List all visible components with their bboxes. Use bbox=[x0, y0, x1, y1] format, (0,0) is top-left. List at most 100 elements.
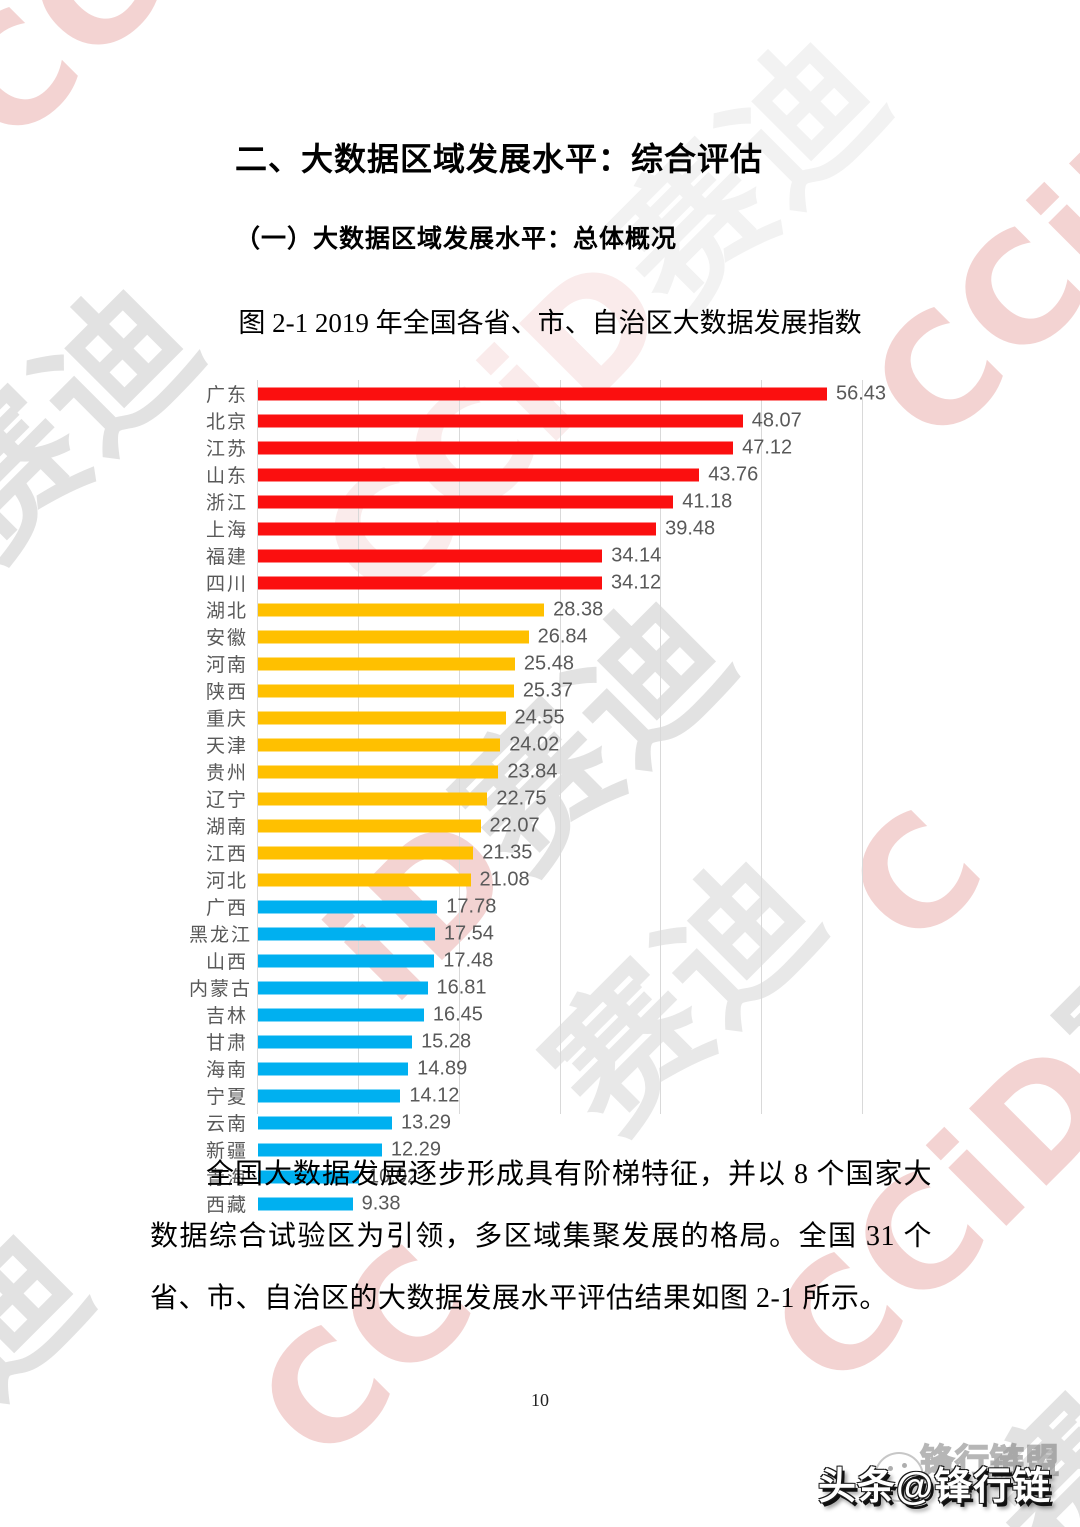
bar-track: 43.76 bbox=[257, 461, 862, 488]
bar bbox=[258, 1089, 401, 1102]
value-label: 47.12 bbox=[742, 436, 793, 458]
bar-track: 17.78 bbox=[257, 893, 862, 920]
bar bbox=[258, 387, 827, 400]
category-label: 辽宁 bbox=[205, 790, 248, 811]
bar-track: 34.14 bbox=[257, 542, 862, 569]
chart-row: 山东 43.76 bbox=[189, 461, 949, 488]
category-label: 浙江 bbox=[205, 493, 248, 514]
category-label: 天津 bbox=[205, 736, 248, 757]
category-label: 甘肃 bbox=[205, 1033, 248, 1054]
bar bbox=[258, 603, 545, 616]
value-label: 9.38 bbox=[361, 1192, 401, 1214]
chart-row: 辽宁 22.75 bbox=[189, 785, 949, 812]
chart-row: 广西 17.78 bbox=[189, 893, 949, 920]
bar-track: 22.75 bbox=[257, 785, 862, 812]
footer-account: 锋行链盟 bbox=[934, 1466, 1052, 1508]
chart-row: 青海 10.02 bbox=[189, 1163, 949, 1190]
footer-ghost-text: 锋行链盟 bbox=[919, 1442, 1060, 1482]
category-label: 广西 bbox=[205, 898, 248, 919]
chart-row: 甘肃 15.28 bbox=[189, 1028, 949, 1055]
category-label: 陕西 bbox=[205, 682, 248, 703]
chart-row: 新疆 12.29 bbox=[189, 1136, 949, 1163]
value-label: 23.84 bbox=[507, 760, 558, 782]
bar bbox=[258, 522, 657, 535]
bar-track: 47.12 bbox=[257, 434, 862, 461]
page-title: 二、大数据区域发展水平：综合评估 bbox=[235, 141, 764, 177]
chart-row: 湖南 22.07 bbox=[189, 812, 949, 839]
value-label: 21.35 bbox=[482, 841, 533, 863]
bar-track: 23.84 bbox=[257, 758, 862, 785]
value-label: 14.12 bbox=[409, 1084, 460, 1106]
category-label: 内蒙古 bbox=[189, 979, 253, 1000]
value-label: 22.07 bbox=[489, 814, 540, 836]
chart-row: 吉林 16.45 bbox=[189, 1001, 949, 1028]
value-label: 48.07 bbox=[751, 409, 802, 431]
category-label: 海南 bbox=[205, 1060, 248, 1081]
bar bbox=[258, 900, 438, 913]
bar bbox=[258, 468, 700, 481]
bar-track: 15.28 bbox=[257, 1028, 862, 1055]
category-label: 安徽 bbox=[205, 628, 248, 649]
chart-row: 西藏 9.38 bbox=[189, 1190, 949, 1217]
category-label: 云南 bbox=[205, 1114, 248, 1135]
bar bbox=[258, 981, 428, 994]
bar bbox=[258, 738, 501, 751]
footer-watermark: 锋行链盟 头条@锋行链盟 bbox=[818, 1442, 1078, 1522]
bar-track: 28.38 bbox=[257, 596, 862, 623]
bar-track: 10.02 bbox=[257, 1163, 862, 1190]
bar-track: 25.48 bbox=[257, 650, 862, 677]
chart-row: 安徽 26.84 bbox=[189, 623, 949, 650]
value-label: 25.48 bbox=[523, 652, 574, 674]
bar-track: 17.54 bbox=[257, 920, 862, 947]
chart-row: 山西 17.48 bbox=[189, 947, 949, 974]
value-label: 16.45 bbox=[432, 1003, 483, 1025]
chart-row: 河南 25.48 bbox=[189, 650, 949, 677]
bar bbox=[258, 1008, 424, 1021]
section-heading: （一）大数据区域发展水平：总体概况 bbox=[235, 225, 678, 253]
category-label: 江西 bbox=[205, 844, 248, 865]
gridline bbox=[761, 380, 763, 1114]
bar bbox=[258, 1197, 353, 1210]
value-label: 12.29 bbox=[390, 1138, 441, 1160]
value-label: 34.14 bbox=[611, 544, 662, 566]
bar-track: 24.55 bbox=[257, 704, 862, 731]
bar-track: 16.81 bbox=[257, 974, 862, 1001]
bar bbox=[258, 846, 474, 859]
at-symbol: @ bbox=[896, 1466, 935, 1508]
category-label: 福建 bbox=[205, 547, 248, 568]
bar bbox=[258, 549, 603, 562]
bar-track: 9.38 bbox=[257, 1190, 862, 1217]
value-label: 43.76 bbox=[708, 463, 759, 485]
chart-row: 江西 21.35 bbox=[189, 839, 949, 866]
bar-track: 14.12 bbox=[257, 1082, 862, 1109]
bar-track: 41.18 bbox=[257, 488, 862, 515]
chart-row: 上海 39.48 bbox=[189, 515, 949, 542]
value-label: 14.89 bbox=[417, 1057, 468, 1079]
chart-row: 北京 48.07 bbox=[189, 407, 949, 434]
bar-track: 34.12 bbox=[257, 569, 862, 596]
watermark: CCiD赛迪 bbox=[0, 1196, 124, 1527]
bar bbox=[258, 927, 435, 940]
chart-row: 云南 13.29 bbox=[189, 1109, 949, 1136]
bar bbox=[258, 684, 514, 697]
gridline bbox=[862, 380, 863, 1114]
chart-row: 四川 34.12 bbox=[189, 569, 949, 596]
category-label: 上海 bbox=[205, 520, 248, 541]
category-label: 江苏 bbox=[205, 439, 248, 460]
bar-track: 13.29 bbox=[257, 1109, 862, 1136]
chart-row: 河北 21.08 bbox=[189, 866, 949, 893]
value-label: 17.54 bbox=[443, 922, 494, 944]
category-label: 吉林 bbox=[205, 1006, 248, 1027]
chart-row: 浙江 41.18 bbox=[189, 488, 949, 515]
chart-row: 内蒙古 16.81 bbox=[189, 974, 949, 1001]
bar-track: 21.35 bbox=[257, 839, 862, 866]
chart-row: 陕西 25.37 bbox=[189, 677, 949, 704]
chart-row: 天津 24.02 bbox=[189, 731, 949, 758]
bar-chart: 广东 56.43 北京 48.07 江苏 47.12 山东 43.76 浙江 4… bbox=[189, 380, 949, 1216]
chart-row: 宁夏 14.12 bbox=[189, 1082, 949, 1109]
value-label: 15.28 bbox=[421, 1030, 472, 1052]
gridline bbox=[660, 380, 662, 1114]
value-label: 41.18 bbox=[682, 490, 733, 512]
chart-row: 福建 34.14 bbox=[189, 542, 949, 569]
